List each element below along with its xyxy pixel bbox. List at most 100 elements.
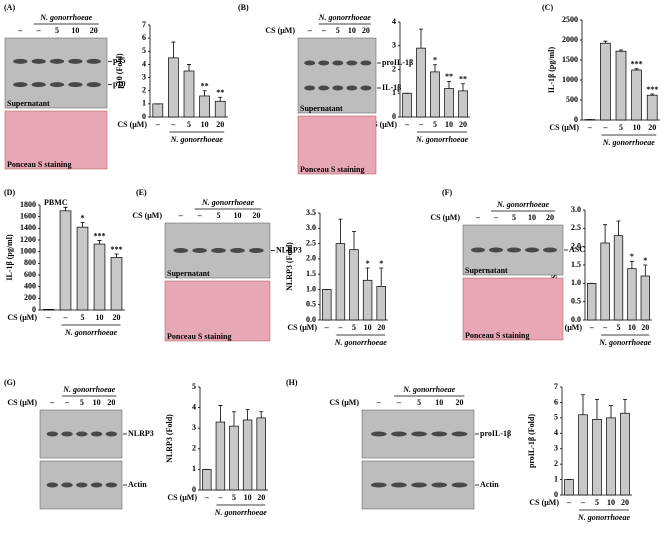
ponceau-strip <box>297 115 377 175</box>
panel-label: (F) <box>442 188 453 197</box>
x-prefix: CS (μM) <box>367 120 397 129</box>
blot-band <box>249 248 264 253</box>
x-tick-label: 20 <box>621 498 629 507</box>
y-tick-label: 1000 <box>562 75 578 84</box>
x-tick-label: – <box>324 323 330 332</box>
bar <box>646 94 658 121</box>
significance: ** <box>201 82 209 91</box>
significance: ** <box>459 75 467 84</box>
blot-caption: Supernatant <box>7 99 50 108</box>
blot-header: N. gonorrhoeae <box>318 13 371 22</box>
y-tick-label: 0.0 <box>306 315 316 324</box>
y-tick-label: 3.0 <box>571 205 581 214</box>
lane-label: – <box>493 213 499 222</box>
significance: *** <box>94 231 106 240</box>
blot-band <box>370 431 387 437</box>
stain-caption: Ponceau S staining <box>465 331 529 340</box>
y-axis-label: proIL-1β (Fold) <box>527 414 536 468</box>
blot-band <box>173 248 189 253</box>
blot-band <box>230 248 245 253</box>
band-label: p10 <box>113 79 125 88</box>
x-tick-label: – <box>63 313 69 322</box>
bar <box>229 425 239 491</box>
error-bar <box>634 68 639 70</box>
x-tick-label: – <box>170 120 176 129</box>
significance: * <box>81 213 85 222</box>
y-tick-label: 0 <box>392 112 396 121</box>
error-bar <box>623 398 627 414</box>
lane-label: 20 <box>362 26 370 35</box>
error-bar <box>352 230 356 250</box>
band-label: proIL-1β <box>480 429 511 438</box>
blot-band <box>360 60 372 66</box>
blot-band <box>507 247 521 253</box>
band-label: Actin <box>128 480 147 489</box>
bar <box>183 70 195 118</box>
x-tick-label: 10 <box>201 120 209 129</box>
lane-label: 10 <box>528 213 536 222</box>
lane-label: 5 <box>55 26 59 35</box>
bar <box>110 257 123 311</box>
y-tick-label: 1.5 <box>306 269 316 278</box>
error-bar <box>218 405 223 423</box>
blot-caption: Supernatant <box>167 269 210 278</box>
y-tick-label: 1.5 <box>571 260 581 269</box>
x-tick-label: 5 <box>81 313 85 322</box>
bar <box>215 421 226 491</box>
band-label: p45 <box>113 56 125 65</box>
blot-cs-label: CS (μM) <box>7 398 37 407</box>
blot-band <box>105 431 118 437</box>
bar <box>587 282 597 321</box>
blot-band <box>192 248 207 253</box>
error-bar <box>616 220 621 236</box>
group-label: N. gonorrhoeae <box>598 338 651 347</box>
significance: *** <box>631 60 643 69</box>
bar <box>640 275 650 321</box>
blot-band <box>451 482 468 488</box>
blot-band <box>304 85 316 91</box>
error-bar <box>433 64 437 72</box>
error-bar <box>447 80 451 89</box>
blot-band <box>411 431 427 437</box>
bar <box>76 226 89 311</box>
y-axis-label: IL-1β (pg/ml) <box>547 47 556 94</box>
x-prefix: CS (μM) <box>529 498 559 507</box>
y-tick-label: 0 <box>32 305 36 314</box>
y-tick-label: 5 <box>142 46 146 55</box>
x-tick-label: – <box>217 493 223 502</box>
y-tick-label: 3 <box>392 41 396 50</box>
blot-cs-label: CS (μM) <box>329 398 359 407</box>
x-tick-label: – <box>602 323 608 332</box>
blot-band <box>304 60 316 66</box>
blot-band <box>105 482 118 488</box>
blot-band <box>332 60 344 66</box>
blot-band <box>391 431 407 437</box>
group-label: N. gonorrhoeae <box>334 338 387 347</box>
y-tick-label: 2.0 <box>306 254 316 263</box>
error-bar <box>603 40 608 44</box>
blot-band <box>68 58 83 64</box>
bar <box>335 243 346 321</box>
blot-band <box>31 58 46 64</box>
blot-band <box>318 85 330 91</box>
bar <box>631 69 642 121</box>
blot-band <box>346 60 358 66</box>
y-tick-label: 3 <box>554 444 558 453</box>
blot-band <box>13 58 28 64</box>
panel-label: (A) <box>4 3 15 12</box>
bar <box>256 417 266 491</box>
x-tick-label: 20 <box>216 120 224 129</box>
x-tick-label: – <box>46 313 52 322</box>
bar <box>430 71 440 118</box>
lane-label: 10 <box>348 26 356 35</box>
y-tick-label: 2000 <box>562 35 578 44</box>
lane-label: 5 <box>336 26 340 35</box>
x-tick-label: 20 <box>648 123 656 132</box>
y-tick-label: 2 <box>142 86 146 95</box>
band-label: IL-1β <box>382 83 401 92</box>
bar <box>322 289 332 321</box>
bar <box>416 47 426 118</box>
y-tick-label: 200 <box>24 293 36 302</box>
blot-cs-label: CS (μM) <box>132 211 162 220</box>
